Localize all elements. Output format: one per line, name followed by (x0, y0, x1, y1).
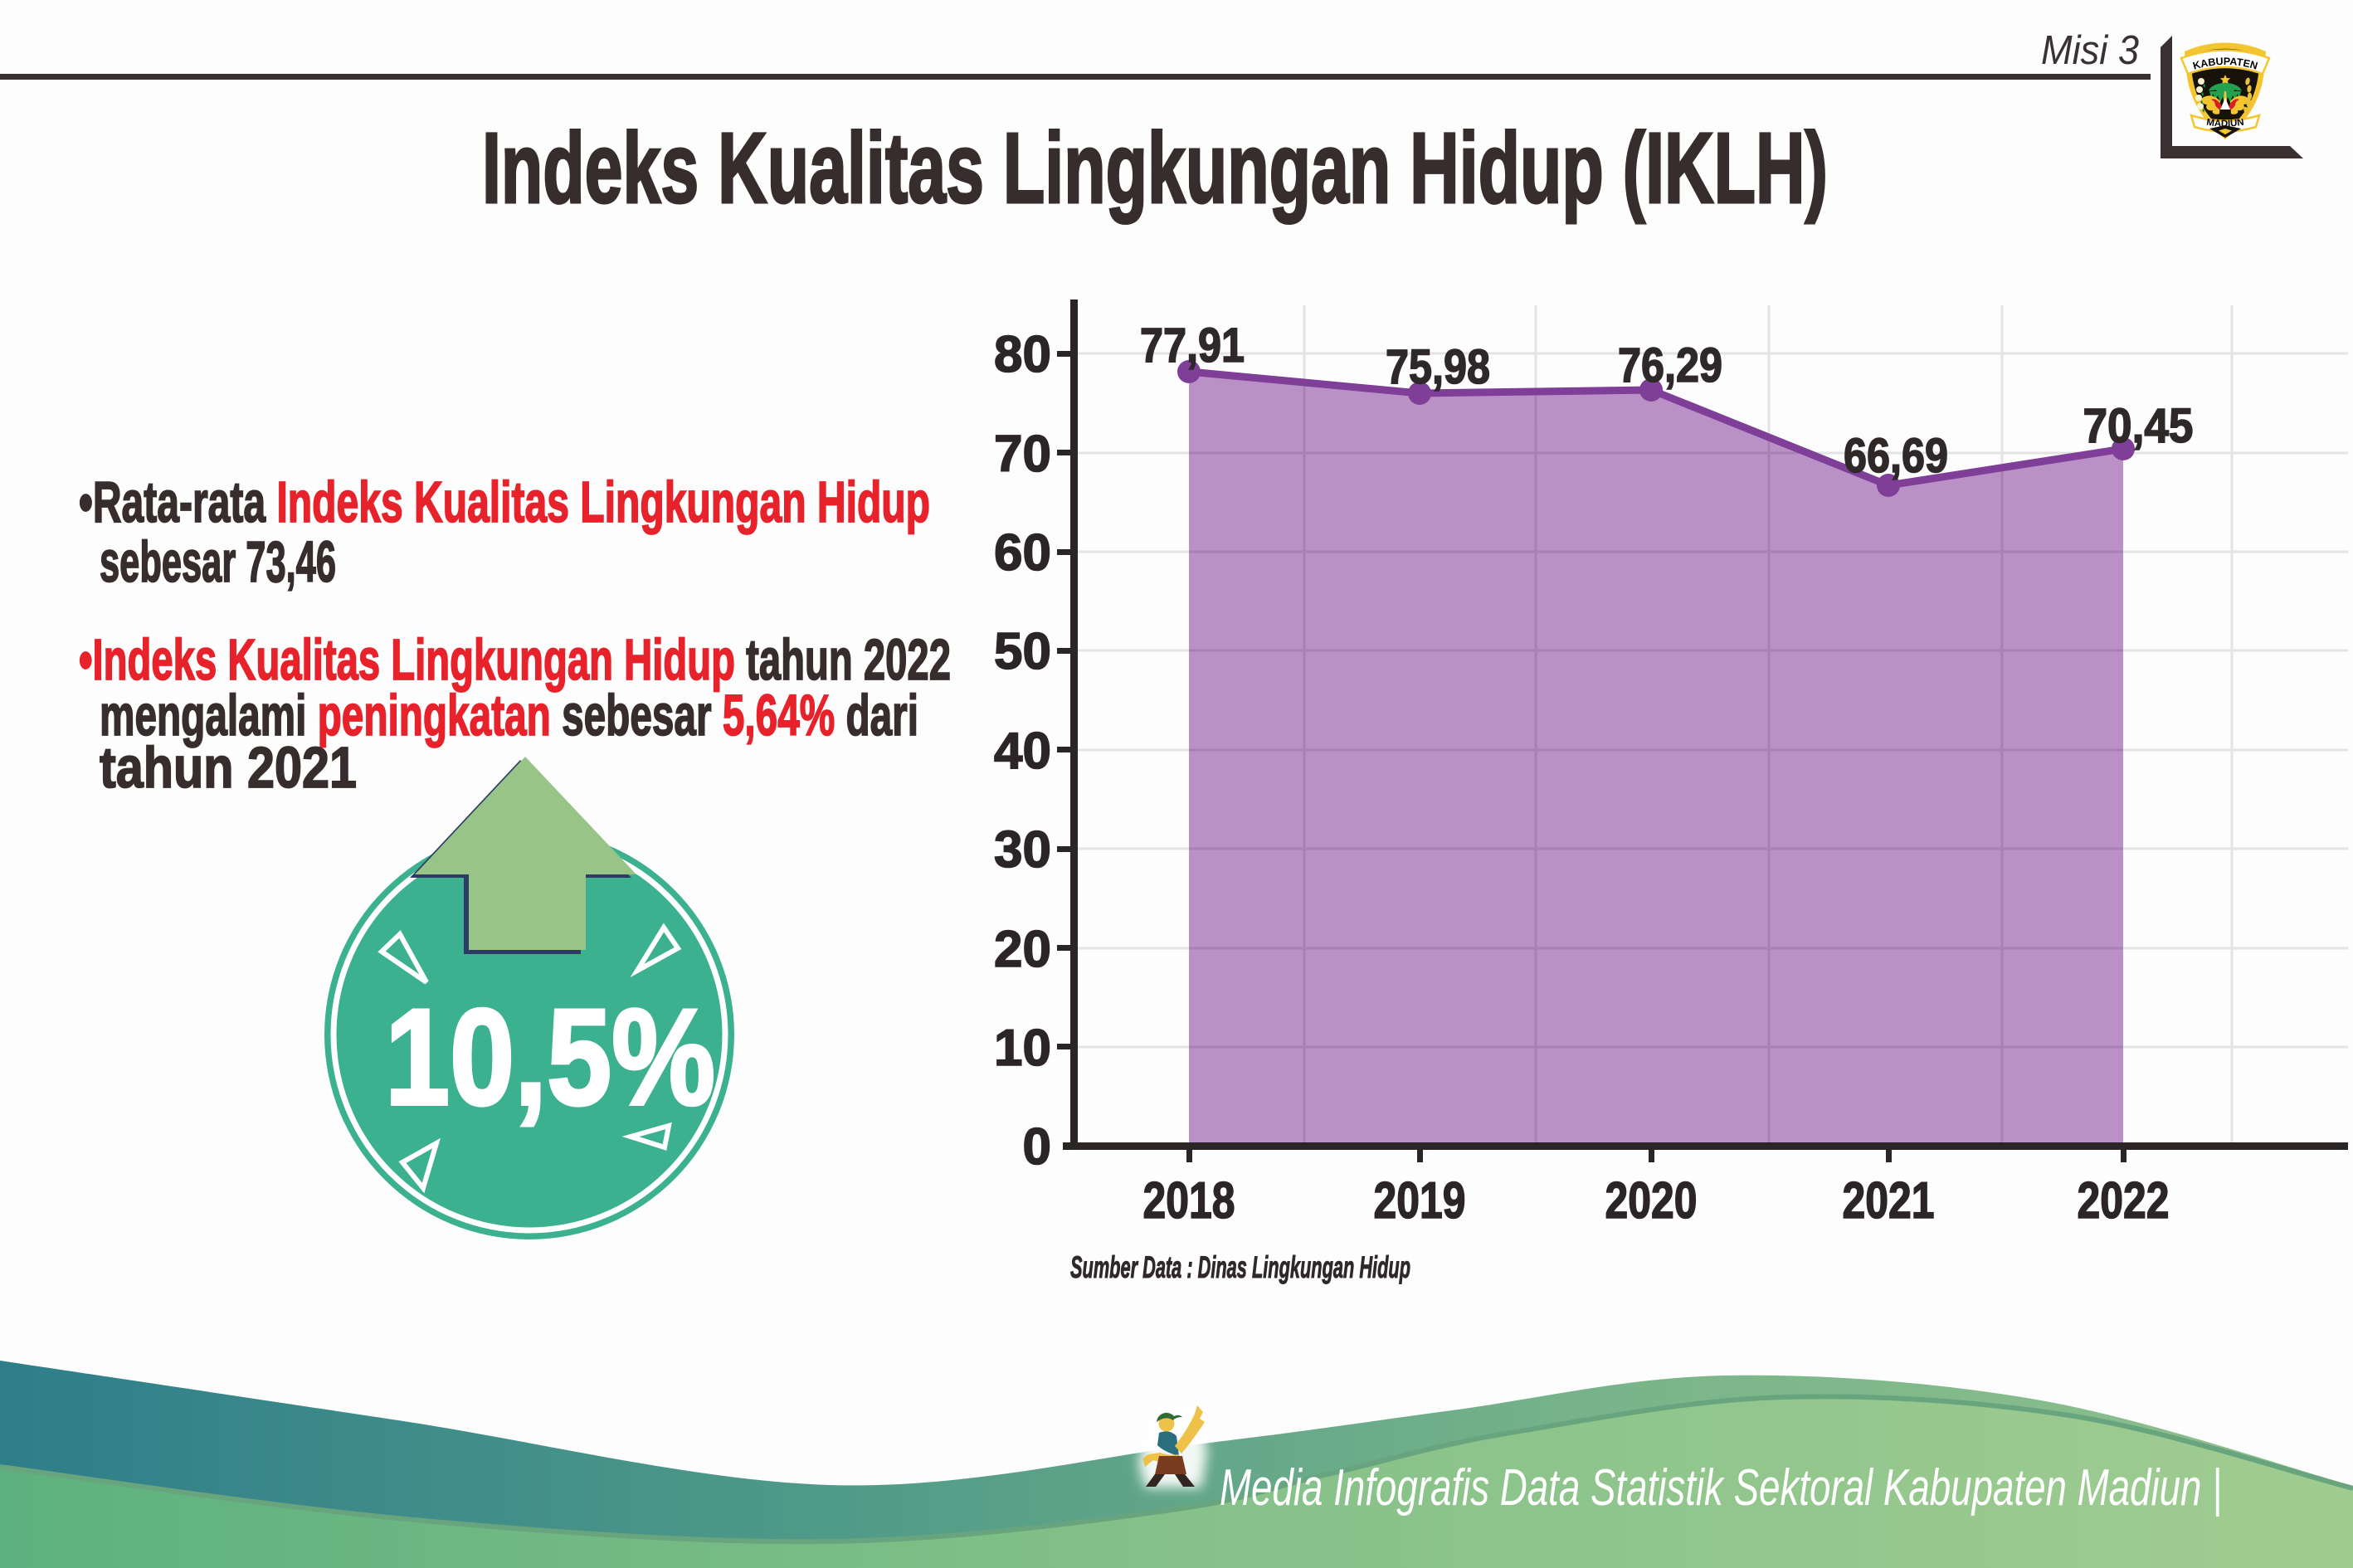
svg-text:80: 80 (994, 326, 1051, 383)
svg-text:2022: 2022 (2078, 1172, 2170, 1230)
svg-text:mengalami peningkatan sebesar: mengalami peningkatan sebesar 5,64% dari (100, 683, 918, 747)
svg-text:30: 30 (994, 821, 1051, 879)
svg-text:76,29: 76,29 (1618, 338, 1722, 392)
svg-text:Media Infografis Data Statisti: Media Infografis Data Statistik Sektoral… (1220, 1459, 2222, 1517)
svg-text:20: 20 (994, 921, 1051, 978)
svg-text:MADIUN: MADIUN (2206, 118, 2245, 129)
svg-text:tahun 2021: tahun 2021 (100, 735, 357, 800)
svg-text:Indeks Kualitas Lingkungan Hid: Indeks Kualitas Lingkungan Hidup (IKLH) (482, 111, 1828, 224)
svg-text:2019: 2019 (1374, 1172, 1466, 1230)
svg-text:75,98: 75,98 (1386, 340, 1490, 394)
svg-text:77,91: 77,91 (1140, 319, 1245, 373)
svg-text:60: 60 (994, 524, 1051, 582)
svg-text:10,5%: 10,5% (385, 981, 715, 1133)
svg-text:KABUPATEN: KABUPATEN (2191, 56, 2258, 72)
svg-text:2021: 2021 (1843, 1172, 1935, 1230)
svg-text:•Indeks Kualitas Lingkungan Hi: •Indeks Kualitas Lingkungan Hidup tahun … (79, 627, 951, 692)
svg-text:2018: 2018 (1143, 1172, 1235, 1230)
svg-text:Misi 3: Misi 3 (2041, 28, 2139, 73)
svg-text:70,45: 70,45 (2083, 399, 2194, 453)
svg-text:0: 0 (1023, 1118, 1051, 1176)
svg-text:2020: 2020 (1605, 1172, 1698, 1230)
svg-text:50: 50 (994, 623, 1051, 680)
svg-text:40: 40 (994, 723, 1051, 780)
svg-text:10: 10 (994, 1020, 1051, 1077)
svg-text:sebesar 73,46: sebesar 73,46 (100, 529, 336, 594)
svg-text:•Rata-rata Indeks Kualitas Lin: •Rata-rata Indeks Kualitas Lingkungan Hi… (79, 470, 930, 534)
svg-text:70: 70 (994, 426, 1051, 483)
svg-text:Sumber Data : Dinas Lingkungan: Sumber Data : Dinas Lingkungan Hidup (1070, 1250, 1410, 1284)
svg-text:66,69: 66,69 (1844, 429, 1948, 483)
